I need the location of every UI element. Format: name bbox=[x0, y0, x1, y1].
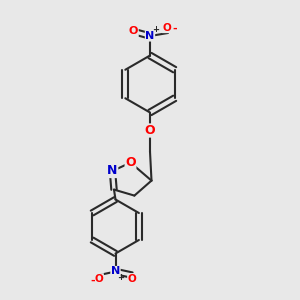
Text: +: + bbox=[117, 273, 124, 282]
Text: O: O bbox=[125, 156, 136, 169]
Text: O: O bbox=[94, 274, 103, 284]
Text: N: N bbox=[107, 164, 118, 178]
Text: N: N bbox=[146, 31, 154, 41]
Text: O: O bbox=[128, 274, 136, 284]
Text: +: + bbox=[152, 25, 159, 34]
Text: -: - bbox=[172, 24, 177, 34]
Text: N: N bbox=[111, 266, 120, 277]
Text: O: O bbox=[129, 26, 138, 37]
Text: -: - bbox=[90, 275, 95, 286]
Text: O: O bbox=[162, 22, 171, 33]
Text: O: O bbox=[145, 124, 155, 137]
